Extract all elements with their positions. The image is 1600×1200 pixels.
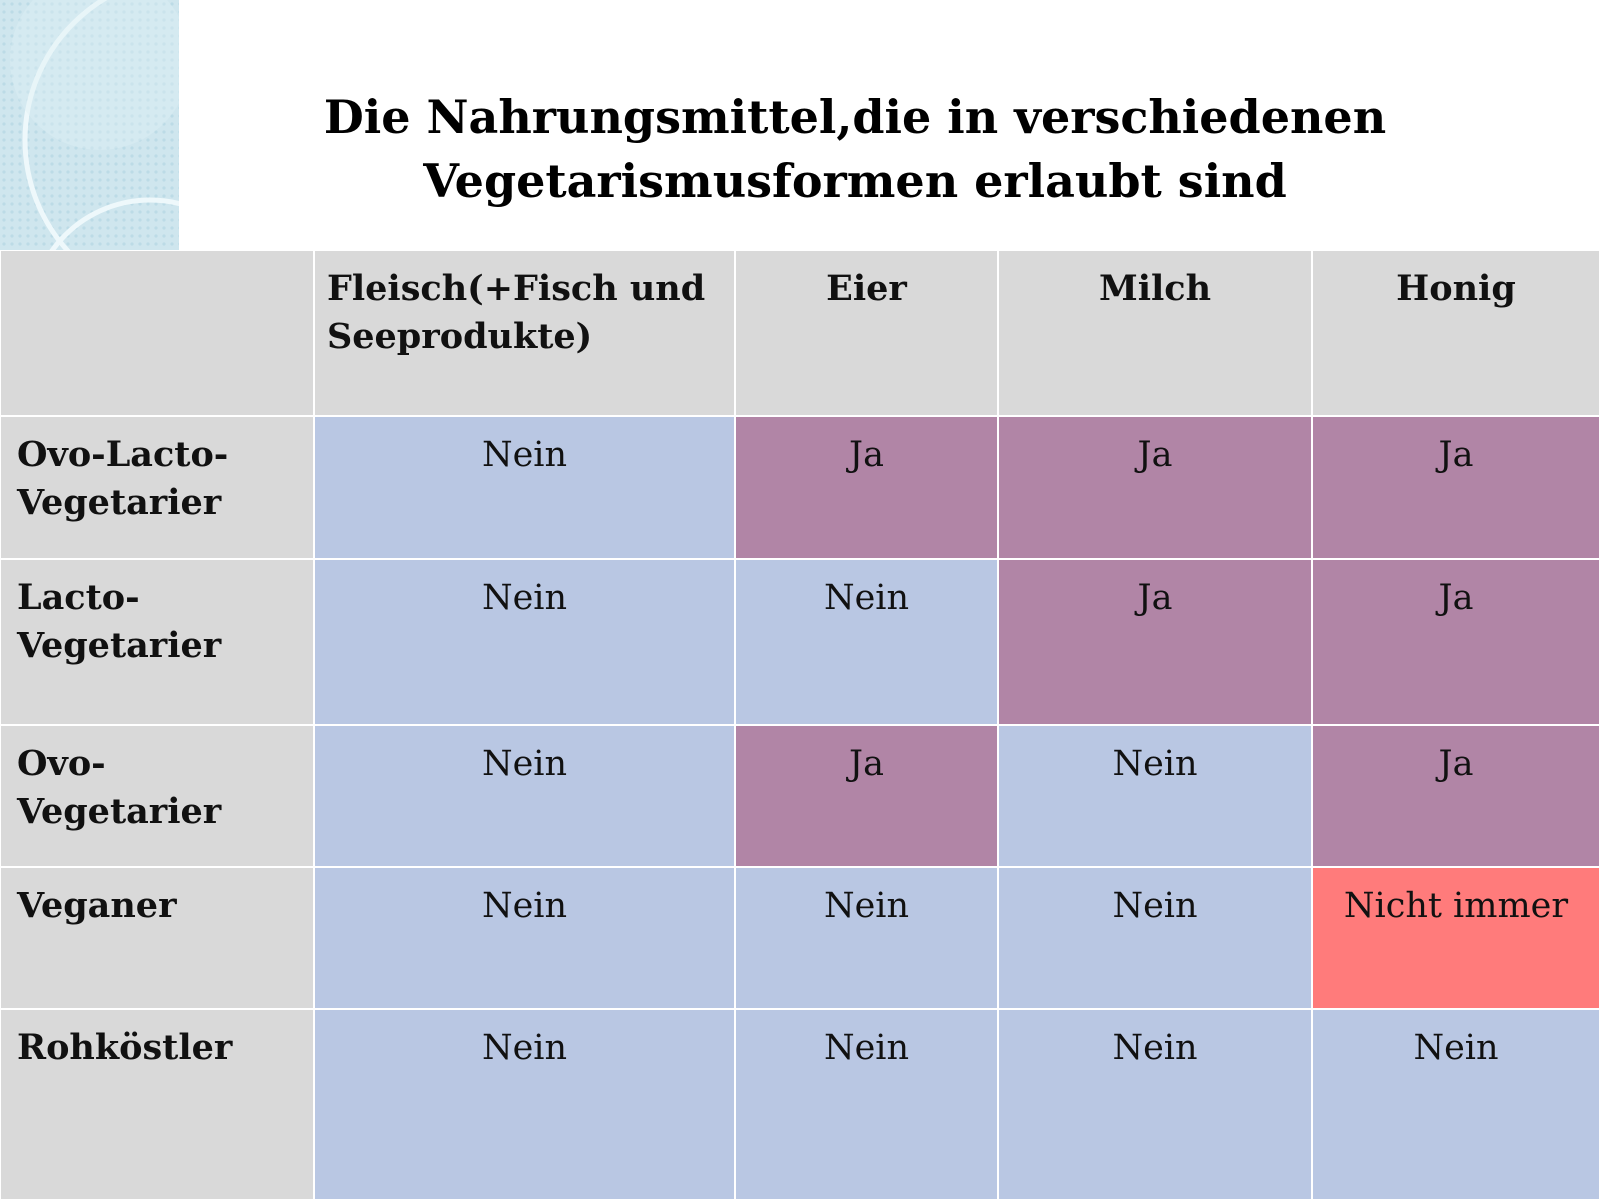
table-cell: Nein: [735, 1009, 998, 1200]
table-cell: Nein: [314, 559, 735, 725]
table-cell: Ja: [1312, 416, 1600, 559]
header-cell: Milch: [998, 250, 1312, 416]
table-cell: Nein: [314, 416, 735, 559]
table-cell: Nein: [314, 725, 735, 867]
table-cell: Ja: [1312, 559, 1600, 725]
table-cell: Nein: [735, 559, 998, 725]
table-cell: Nein: [735, 867, 998, 1009]
title: Die Nahrungsmittel,die in verschiedenen V…: [180, 85, 1530, 213]
header-cell: [0, 250, 314, 416]
title-line: Die Nahrungsmittel,die in verschiedenen: [323, 90, 1387, 144]
row-label: Lacto-Vegetarier: [0, 559, 314, 725]
row-label: Ovo-Vegetarier: [0, 725, 314, 867]
title-line: Vegetarismusformen erlaubt sind: [423, 154, 1287, 208]
table-cell: Nein: [314, 867, 735, 1009]
header-cell: Fleisch(+Fisch und Seeprodukte): [314, 250, 735, 416]
table-cell: Nein: [314, 1009, 735, 1200]
table: Fleisch(+Fisch und Seeprodukte) Eier Milch…: [0, 250, 1600, 1200]
table-cell: Ja: [998, 559, 1312, 725]
table-cell: Ja: [735, 725, 998, 867]
table-cell: Nein: [998, 725, 1312, 867]
decoration: [0, 0, 179, 250]
table-cell: Nein: [998, 1009, 1312, 1200]
header-cell: Eier: [735, 250, 998, 416]
row-label: Veganer: [0, 867, 314, 1009]
header-cell: Honig: [1312, 250, 1600, 416]
table-cell: Nein: [998, 867, 1312, 1009]
row-label: Rohköstler: [0, 1009, 314, 1200]
table-cell: Ja: [1312, 725, 1600, 867]
row-label: Ovo-Lacto-Vegetarier: [0, 416, 314, 559]
table-cell: Nicht immer: [1312, 867, 1600, 1009]
table-cell: Ja: [998, 416, 1312, 559]
table-cell: Nein: [1312, 1009, 1600, 1200]
table-cell: Ja: [735, 416, 998, 559]
